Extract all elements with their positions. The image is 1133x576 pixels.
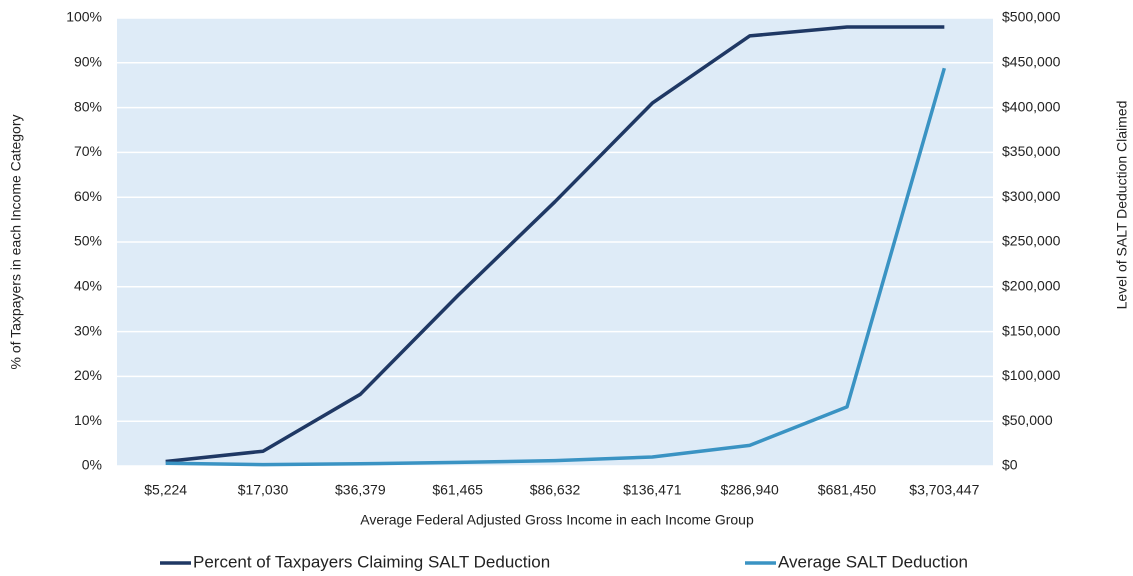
y-tick-label: 80% [74,98,102,114]
x-tick-label: $3,703,447 [909,482,979,498]
y2-tick-label: $300,000 [1002,188,1061,204]
y2-tick-label: $500,000 [1002,9,1061,25]
y-axis-title: % of Taxpayers in each Income Category [8,115,24,370]
y2-tick-label: $350,000 [1002,143,1061,159]
y-tick-label: 70% [74,143,102,159]
x-tick-label: $61,465 [432,482,483,498]
legend-label: Percent of Taxpayers Claiming SALT Deduc… [193,552,550,571]
series-line [165,67,947,467]
y2-axis-title: Level of SALT Deduction Claimed [1114,101,1130,310]
y2-tick-label: $450,000 [1002,54,1061,70]
y-tick-label: 50% [74,233,102,249]
y-tick-label: 90% [74,54,102,70]
x-tick-label: $86,632 [530,482,581,498]
x-tick-label: $5,224 [144,482,187,498]
x-tick-label: $286,940 [720,482,779,498]
x-tick-label: $136,471 [623,482,682,498]
x-tick-label: $681,450 [818,482,877,498]
y-tick-label: 40% [74,278,102,294]
series-line [165,25,945,464]
y2-tick-label: $50,000 [1002,412,1053,428]
y2-tick-label: $400,000 [1002,98,1061,114]
y-tick-label: 60% [74,188,102,204]
x-tick-label: $36,379 [335,482,386,498]
y2-tick-label: $200,000 [1002,278,1061,294]
y-tick-label: 30% [74,322,102,338]
y2-tick-label: $250,000 [1002,233,1061,249]
legend-label: Average SALT Deduction [778,552,968,571]
y-tick-label: 0% [82,457,102,473]
x-tick-label: $17,030 [238,482,289,498]
y-tick-label: 20% [74,367,102,383]
y-tick-label: 100% [66,9,102,25]
y2-tick-label: $0 [1002,457,1018,473]
y-tick-label: 10% [74,412,102,428]
y2-tick-label: $100,000 [1002,367,1061,383]
y2-tick-label: $150,000 [1002,322,1061,338]
x-axis-title: Average Federal Adjusted Gross Income in… [360,512,754,528]
